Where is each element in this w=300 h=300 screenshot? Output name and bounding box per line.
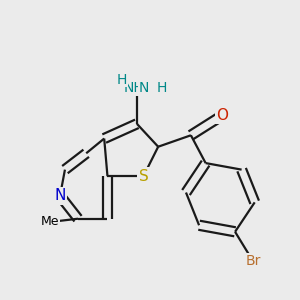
- Text: H: H: [156, 81, 167, 95]
- Text: NH₂: NH₂: [124, 81, 150, 95]
- Text: Br: Br: [245, 254, 261, 268]
- Text: Me: Me: [41, 215, 59, 229]
- Text: N: N: [138, 81, 148, 95]
- Text: S: S: [139, 169, 148, 184]
- Text: H: H: [117, 73, 128, 87]
- Text: O: O: [216, 108, 228, 123]
- Text: N: N: [54, 188, 66, 203]
